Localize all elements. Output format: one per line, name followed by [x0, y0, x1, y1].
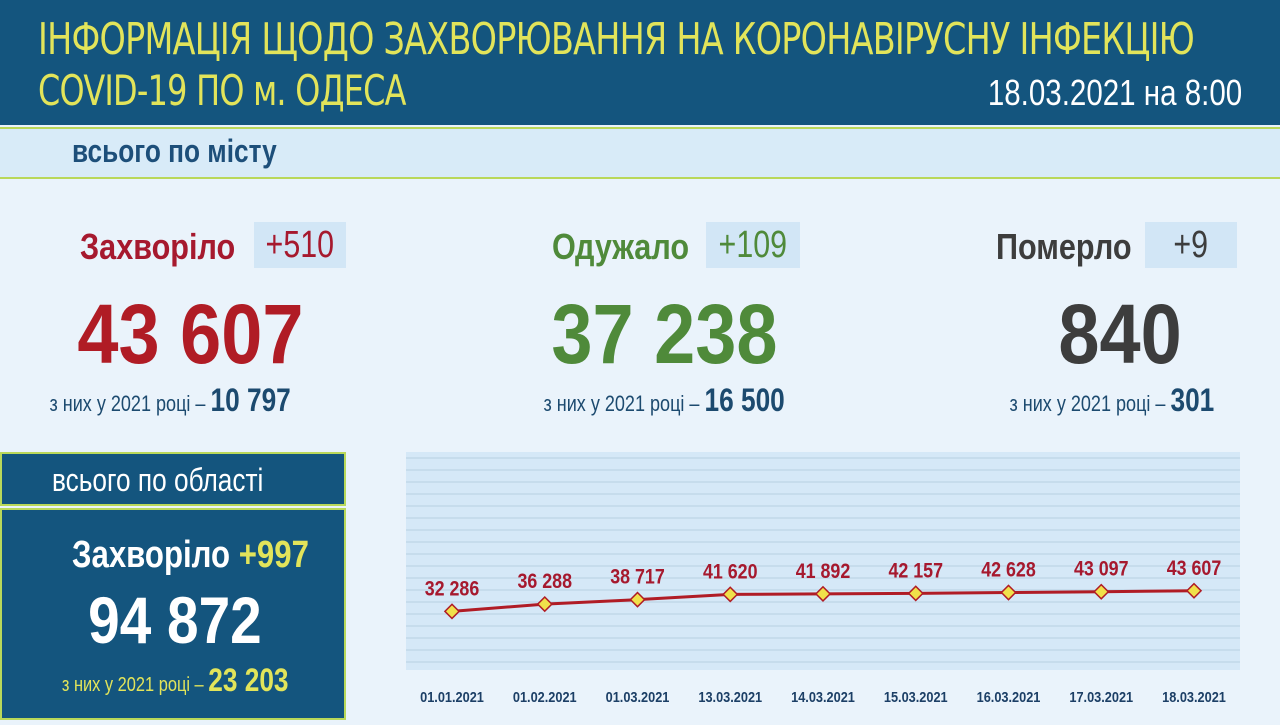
- city-sick-total: 43 607: [76, 287, 304, 381]
- chart-data-label: 42 157: [888, 559, 943, 583]
- city-recovered-delta: +109: [706, 222, 800, 268]
- city-sick-since: з них у 2021 році – 10 797: [49, 382, 291, 418]
- city-sick-label: Захворіло: [80, 226, 236, 267]
- chart-data-label: 36 288: [517, 570, 572, 594]
- page-title: ІНФОРМАЦІЯ ЩОДО ЗАХВОРЮВАННЯ НА КОРОНАВІ…: [38, 14, 1195, 65]
- chart-point: [907, 585, 924, 602]
- region-section-label: всього по області: [52, 462, 264, 498]
- chart-point: [722, 586, 739, 603]
- chart-data-label: 38 717: [610, 565, 665, 589]
- report-date: 18.03.2021 на 8:00: [987, 72, 1242, 113]
- chart-x-tick-label: 01.01.2021: [420, 688, 484, 705]
- cases-line-chart: 32 286 01.01.2021 36 288 01.02.2021 38 717 01…: [390, 448, 1260, 720]
- chart-x-tick-label: 14.03.2021: [791, 688, 855, 705]
- region-sick-delta: +997: [238, 534, 309, 576]
- city-section-label: всього по місту: [72, 133, 277, 169]
- region-sick-heading: Захворіло +997: [72, 534, 309, 577]
- header-banner: ІНФОРМАЦІЯ ЩОДО ЗАХВОРЮВАННЯ НА КОРОНАВІ…: [0, 0, 1280, 125]
- chart-point: [1185, 582, 1203, 599]
- city-section-band: всього по місту: [0, 127, 1280, 179]
- city-died-since: з них у 2021 році – 301: [1009, 382, 1215, 418]
- chart-point: [1093, 583, 1110, 600]
- chart-data-label: 43 607: [1167, 556, 1222, 580]
- city-died-label: Померло: [996, 226, 1132, 267]
- city-died-delta: +9: [1145, 222, 1237, 268]
- city-recovered-total: 37 238: [550, 287, 778, 381]
- region-stats-box: Захворіло +997 94 872 з них у 2021 році …: [0, 508, 346, 720]
- chart-point: [1000, 584, 1017, 601]
- chart-x-tick-label: 18.03.2021: [1162, 688, 1226, 705]
- region-total: 94 872: [88, 583, 262, 657]
- region-section-header: всього по області: [0, 452, 346, 506]
- city-recovered-since: з них у 2021 році – 16 500: [543, 382, 785, 418]
- chart-data-label: 41 892: [796, 560, 851, 584]
- chart-point: [536, 595, 553, 613]
- chart-point: [814, 585, 832, 603]
- chart-data-label: 42 628: [981, 558, 1036, 582]
- chart-point: [443, 603, 461, 620]
- chart-point: [629, 591, 646, 608]
- chart-data-label: 43 097: [1074, 557, 1129, 581]
- region-since: з них у 2021 році – 23 203: [61, 662, 289, 698]
- chart-plot-area: [406, 452, 1240, 670]
- chart-x-tick-label: 01.03.2021: [606, 688, 670, 705]
- chart-x-tick-label: 16.03.2021: [977, 688, 1041, 705]
- chart-x-tick-label: 01.02.2021: [513, 688, 577, 705]
- page-subtitle: COVID-19 ПО м. ОДЕСА: [38, 66, 407, 115]
- chart-x-tick-label: 15.03.2021: [884, 688, 948, 705]
- city-died-total: 840: [1058, 287, 1182, 381]
- city-recovered-label: Одужало: [552, 226, 690, 267]
- chart-x-tick-label: 13.03.2021: [698, 688, 762, 705]
- chart-data-label: 32 286: [425, 577, 480, 601]
- city-sick-delta: +510: [254, 222, 346, 268]
- chart-x-tick-label: 17.03.2021: [1069, 688, 1133, 705]
- chart-data-label: 41 620: [703, 560, 758, 584]
- chart-svg: 32 286 01.01.2021 36 288 01.02.2021 38 717 01…: [406, 452, 1240, 705]
- region-sick-label: Захворіло: [72, 534, 231, 576]
